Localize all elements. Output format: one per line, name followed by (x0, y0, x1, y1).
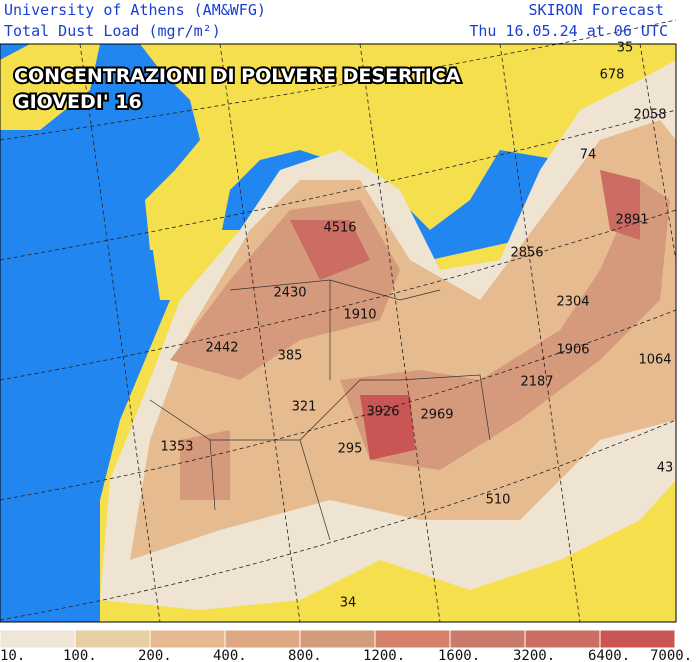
legend-label: 7000. (650, 648, 692, 662)
map-value-label: 2430 (273, 286, 306, 301)
dust-mid (130, 120, 676, 560)
dust-high (340, 180, 670, 470)
map-value-label: 34 (340, 596, 357, 611)
legend-swatch (449, 629, 526, 649)
dust-peak (290, 220, 370, 280)
map-value-label: 4516 (323, 221, 356, 236)
map-value-label: 74 (580, 148, 597, 163)
map-value-label: 2856 (510, 246, 543, 261)
map-value-label: 2187 (520, 375, 553, 390)
map-value-label: 2969 (420, 408, 453, 423)
legend-label: 1600. (438, 648, 480, 662)
legend-swatch (524, 629, 601, 649)
dust-peak (360, 395, 415, 460)
legend-label: 10. (0, 648, 25, 662)
graticule (0, 19, 677, 623)
legend-swatch (224, 629, 301, 649)
map-value-label: 43 (657, 461, 674, 476)
map-value-label: 2891 (615, 213, 648, 228)
map-frame (0, 43, 677, 623)
map-value-label: 1353 (160, 440, 193, 455)
legend-swatch (74, 629, 151, 649)
map-value-label: 385 (278, 349, 303, 364)
map-value-label: 2058 (633, 108, 666, 123)
header-text: Total Dust Load (mgr/m²) (4, 22, 221, 40)
legend-label: 200. (138, 648, 172, 662)
legend-label: 800. (288, 648, 322, 662)
map-value-label: 1910 (343, 308, 376, 323)
legend-label: 3200. (513, 648, 555, 662)
map-value-label: 1064 (638, 353, 671, 368)
header-text: University of Athens (AM&WFG) (4, 1, 266, 19)
legend-label: 100. (63, 648, 97, 662)
legend-swatch (599, 629, 676, 649)
map-value-label: 35 (617, 41, 634, 56)
map-value-label: 3926 (366, 405, 399, 420)
legend-swatch (374, 629, 451, 649)
legend-label: 6400. (588, 648, 630, 662)
land (0, 44, 100, 130)
map-value-label: 321 (292, 400, 317, 415)
legend-swatch (149, 629, 226, 649)
border (149, 279, 491, 541)
land (140, 44, 676, 250)
map-value-label: 2304 (556, 295, 589, 310)
legend-swatch (299, 629, 376, 649)
map-value-label: 295 (338, 442, 363, 457)
header-text: SKIRON Forecast (529, 1, 664, 19)
header-text: Thu 16.05.24 at 06 UTC (469, 22, 668, 40)
dust-peak (600, 170, 640, 240)
map-value-label: 1906 (556, 343, 589, 358)
map-value-label: 678 (600, 68, 625, 83)
map-value-label: 2442 (205, 341, 238, 356)
overlay-title: GIOVEDI' 16 (14, 91, 142, 113)
map-value-label: 510 (486, 493, 511, 508)
legend-swatch (0, 629, 76, 649)
legend-label: 400. (213, 648, 247, 662)
overlay-title: CONCENTRAZIONI DI POLVERE DESERTICA (14, 65, 461, 87)
dust-high (180, 430, 230, 500)
legend-label: 1200. (363, 648, 405, 662)
